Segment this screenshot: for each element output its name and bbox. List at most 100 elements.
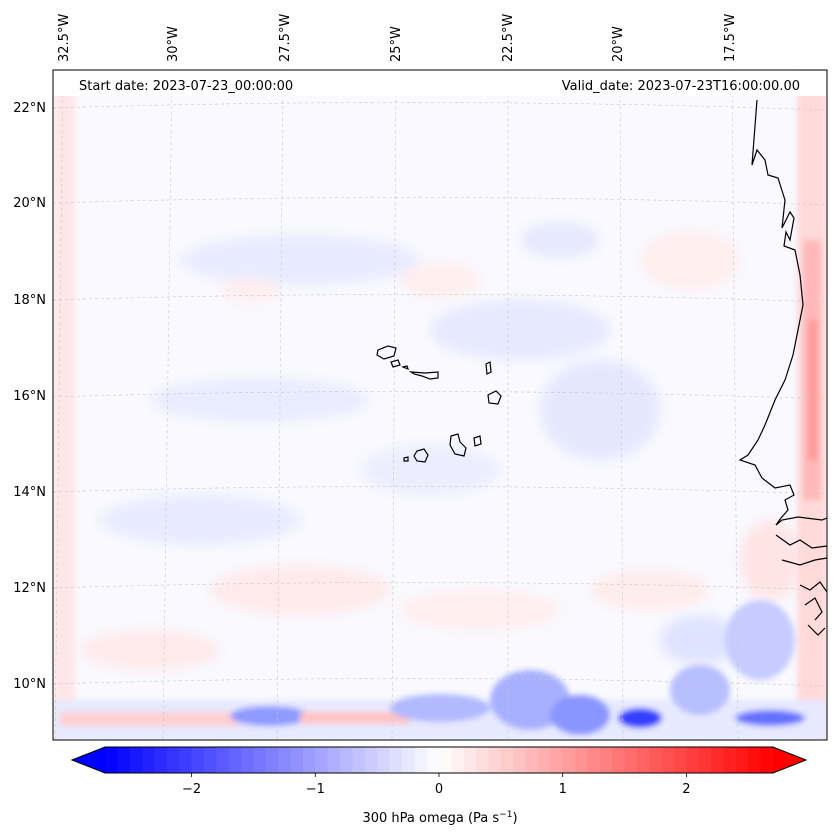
colorbar-segment <box>649 747 663 773</box>
colorbar-segment <box>414 747 428 773</box>
island-brava <box>403 456 409 462</box>
coastlines <box>376 99 827 636</box>
colorbar-segment <box>129 747 143 773</box>
island-sal <box>485 361 492 375</box>
gridline-lat <box>53 294 827 303</box>
colorbar-outline <box>70 746 808 774</box>
island-santa-luzia <box>401 365 409 371</box>
colorbar-segment <box>216 747 230 773</box>
colorbar-extend-min <box>72 747 105 773</box>
island-fogo <box>413 448 429 463</box>
colorbar-segment <box>426 747 440 773</box>
omega-blob-neg <box>430 300 610 360</box>
colorbar-label: 300 hPa omega (Pa s−1) <box>362 810 517 826</box>
colorbar-segment <box>476 747 490 773</box>
colorbar-segment <box>290 747 304 773</box>
valid-date-annotation: Valid_date: 2023-07-23T16:00:00.00 <box>562 79 800 94</box>
colorbar-segment <box>624 747 638 773</box>
colorbar-segment <box>228 747 242 773</box>
omega-right-band <box>797 70 827 740</box>
omega-blob-pos <box>740 520 800 600</box>
gridline-lat <box>53 391 827 400</box>
lon-label: 22.5°W <box>501 14 516 62</box>
colorbar-extend-max <box>773 747 806 773</box>
colorbar-segment <box>166 747 180 773</box>
gridline-lon <box>391 70 397 740</box>
lon-label: 25°W <box>389 26 404 62</box>
lat-label: 18°N <box>13 293 46 308</box>
colorbar-segment <box>599 747 613 773</box>
colorbar-segment <box>117 747 131 773</box>
omega-bottom-pos <box>60 712 240 726</box>
colorbar-segment <box>760 747 774 773</box>
omega-blob-neg <box>540 360 660 460</box>
colorbar-tick-label: −2 <box>182 782 201 797</box>
colorbar-segment <box>203 747 217 773</box>
omega-bottom-neg <box>670 665 730 715</box>
omega-blob-pos <box>640 230 740 290</box>
colorbar-label-main: 300 hPa omega (Pa s <box>362 811 499 826</box>
omega-field-faint-patches <box>80 222 800 670</box>
colorbar-label-exponent: −1 <box>499 810 512 820</box>
colorbar-segment <box>278 747 292 773</box>
gridline-lat <box>53 197 827 206</box>
colorbar-segment <box>723 747 737 773</box>
colorbar-segment <box>401 747 415 773</box>
lon-label: 30°W <box>166 26 181 62</box>
gridline-lon <box>276 70 284 740</box>
omega-blob-neg <box>150 378 370 422</box>
colorbar: −2 −1 0 1 2 300 hPa omega (Pa s−1) <box>70 746 808 826</box>
colorbar-tick-label: −1 <box>306 782 325 797</box>
colorbar-segment <box>253 747 267 773</box>
omega-bottom-pos <box>300 712 410 724</box>
plot-frame <box>52 69 828 741</box>
omega-blob-neg <box>180 235 420 285</box>
colorbar-segment <box>513 747 527 773</box>
colorbar-segment <box>463 747 477 773</box>
colorbar-segment <box>364 747 378 773</box>
colorbar-ticks: −2 −1 0 1 2 <box>182 773 691 797</box>
gridline-lat <box>53 486 827 495</box>
gridline-lon <box>619 70 624 740</box>
gridline-lon <box>731 70 739 740</box>
lat-label: 14°N <box>13 485 46 500</box>
colorbar-segment <box>500 747 514 773</box>
gridline-lat <box>53 582 827 591</box>
colorbar-segment <box>302 747 316 773</box>
colorbar-segment <box>352 747 366 773</box>
lat-label: 10°N <box>13 677 46 692</box>
omega-bottom-neg <box>618 708 662 728</box>
colorbar-segment <box>451 747 465 773</box>
colorbar-segment <box>105 747 118 773</box>
colorbar-segment <box>674 747 688 773</box>
lon-label: 27.5°W <box>278 14 293 62</box>
latitude-labels: 22°N 20°N 18°N 16°N 14°N 12°N 10°N <box>13 101 46 692</box>
start-date-annotation: Start date: 2023-07-23_00:00:00 <box>79 79 293 94</box>
colorbar-segment <box>562 747 576 773</box>
colorbar-segments <box>105 747 774 773</box>
omega-blob-pos <box>400 590 560 630</box>
lat-label: 22°N <box>13 101 46 116</box>
colorbar-segment <box>525 747 539 773</box>
colorbar-segment <box>612 747 626 773</box>
omega-bottom-band <box>53 600 827 740</box>
omega-field <box>53 70 827 740</box>
omega-right-band-core <box>808 320 818 460</box>
omega-bottom-neg <box>230 706 310 726</box>
colorbar-segment <box>587 747 601 773</box>
island-santo-antao <box>376 345 397 360</box>
island-maio <box>473 435 482 447</box>
omega-blob-neg <box>660 615 740 665</box>
colorbar-segment <box>142 747 156 773</box>
omega-blob-pos <box>80 630 220 670</box>
colorbar-segment <box>191 747 205 773</box>
colorbar-tick-label: 2 <box>682 782 690 797</box>
omega-left-band <box>53 70 75 740</box>
gridlines <box>53 70 827 740</box>
colorbar-segment <box>439 747 452 773</box>
omega-blob-pos <box>220 278 280 302</box>
colorbar-segment <box>686 747 700 773</box>
omega-bottom-neg <box>735 710 805 726</box>
colorbar-segment <box>179 747 193 773</box>
colorbar-tick-label: 1 <box>559 782 567 797</box>
